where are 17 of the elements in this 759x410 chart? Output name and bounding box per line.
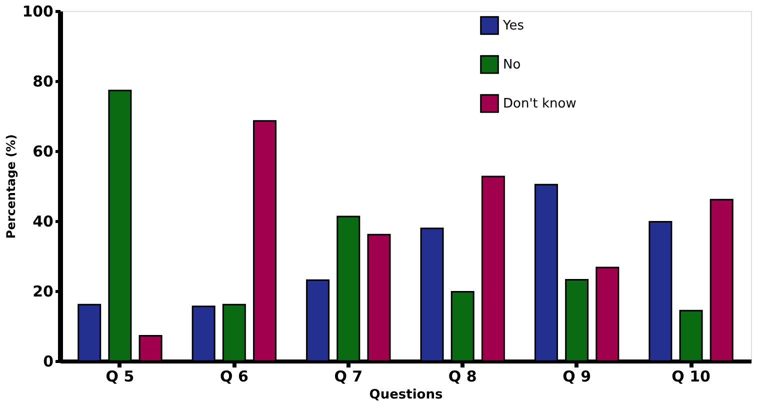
- x-tick-label: Q 10: [672, 368, 710, 386]
- x-tick-label: Q 6: [220, 368, 248, 386]
- legend-label: No: [503, 58, 521, 72]
- legend-label: Yes: [502, 18, 524, 34]
- y-tick-label: 60: [32, 142, 54, 160]
- x-axis-title: Questions: [369, 388, 443, 402]
- x-tick-label: Q 8: [448, 368, 477, 386]
- x-tick-label: Q 7: [334, 368, 363, 386]
- y-tick-label: 40: [32, 212, 54, 230]
- y-tick-label: 80: [32, 72, 54, 90]
- y-axis-title: Percentage (%): [4, 134, 18, 239]
- y-tick-label: 100: [22, 2, 54, 20]
- legend-label: Don't know: [503, 96, 577, 112]
- x-tick-label: Q 9: [562, 368, 592, 386]
- y-tick-label: 0: [43, 352, 54, 370]
- x-tick-label: Q 5: [106, 368, 134, 386]
- y-tick-label: 20: [32, 282, 54, 300]
